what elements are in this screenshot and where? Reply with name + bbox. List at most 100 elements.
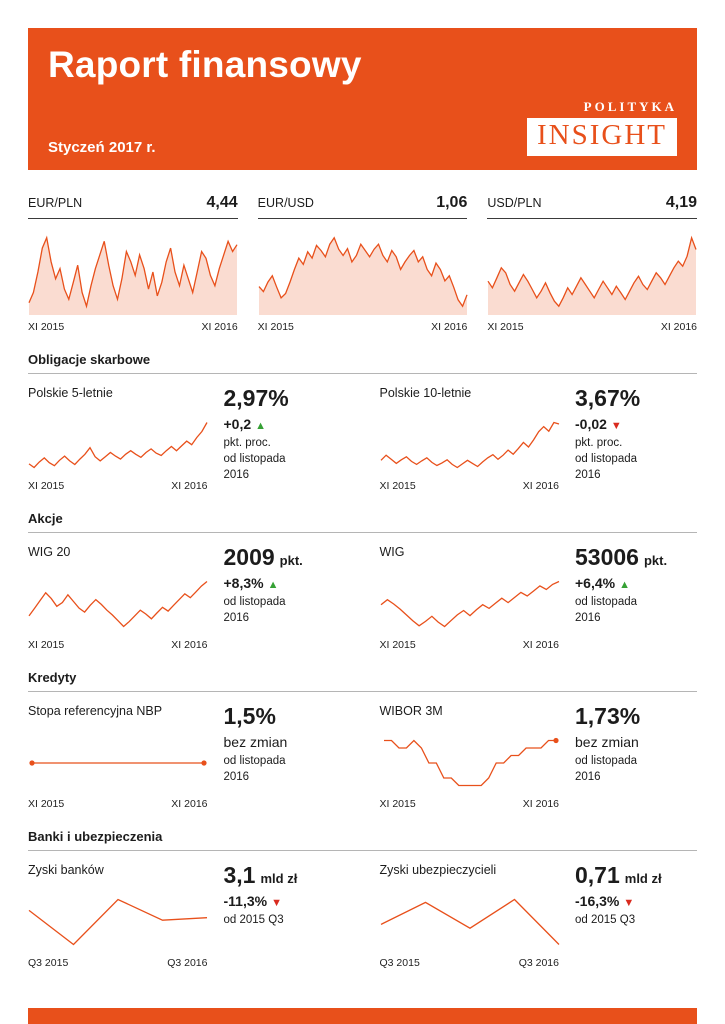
metric-change-text: +0,2 [223, 416, 252, 433]
metric-label: Stopa referencyjna NBP [28, 704, 163, 718]
metric-panel-wig: WIG XI 2015 XI 2016 53006 pkt. +6,4% ▲ od … [380, 545, 698, 651]
section-banks-insurance: Banki i ubezpieczenia Zyski banków Q3 20… [28, 829, 697, 969]
metric-value-text: 3,1 [223, 862, 256, 888]
panel-stats-column: 0,71 mld zł -16,3% ▼ od 2015 Q3 [575, 863, 697, 969]
axis-start-label: Q3 2015 [28, 957, 69, 969]
metric-note: od listopada 2016 [575, 755, 638, 784]
metric-panel-bank-profits: Zyski banków Q3 2015 Q3 2016 3,1 mld zł -… [28, 863, 346, 969]
section-panels: Polskie 5-letnie XI 2015 XI 2016 2,97% +… [28, 386, 697, 492]
report-date: Styczeń 2017 r. [48, 139, 156, 156]
logo-polityka-text: POLITYKA [583, 99, 677, 115]
axis-end-label: XI 2016 [171, 798, 208, 810]
sparkline-chart [380, 416, 560, 474]
metric-change-text: bez zmian [223, 734, 288, 751]
metric-panel-bond10y: Polskie 10-letnie XI 2015 XI 2016 3,67% … [380, 386, 698, 492]
metric-value: 53006 pkt. [575, 545, 697, 569]
panel-chart-column: WIBOR 3M XI 2015 XI 2016 [380, 704, 560, 810]
currency-card-eurusd: EUR/USD 1,06 XI 2015 XI 2016 [257, 194, 468, 333]
metric-value: 1,5% [224, 704, 346, 728]
change-arrow-icon: ▲ [255, 420, 267, 433]
logo-insight-text: INSIGHT [527, 118, 677, 156]
axis-start-label: XI 2015 [379, 639, 416, 651]
currency-rate-value: 4,19 [665, 194, 698, 211]
metric-value-text: 1,73% [575, 703, 641, 729]
section-panels: WIG 20 XI 2015 XI 2016 2009 pkt. +8,3% ▲ o… [28, 545, 697, 651]
chart-axis: XI 2015 XI 2016 [380, 639, 560, 651]
metric-value: 3,67% [575, 386, 697, 410]
section-title: Obligacje skarbowe [28, 352, 697, 374]
metric-label: WIG [379, 545, 405, 559]
metric-change: +8,3% ▲ [224, 575, 346, 591]
axis-start-label: XI 2015 [379, 798, 416, 810]
currency-rate-value: 4,44 [206, 194, 238, 211]
metric-note: od listopada 2016 [575, 596, 638, 625]
metric-label: WIG 20 [28, 545, 71, 559]
panel-chart-column: Zyski ubezpieczycieli Q3 2015 Q3 2016 [380, 863, 560, 969]
axis-start-label: XI 2015 [28, 480, 65, 492]
metric-value-text: 2009 [223, 544, 275, 570]
sparkline-chart [28, 575, 208, 633]
metric-value-text: 3,67% [575, 385, 641, 411]
metric-change-text: +6,4% [575, 575, 616, 592]
polityka-insight-logo: POLITYKA INSIGHT [527, 99, 677, 156]
section-title: Akcje [28, 511, 697, 533]
axis-start-label: XI 2015 [379, 480, 416, 492]
section-stocks: Akcje WIG 20 XI 2015 XI 2016 2009 pkt. +8… [28, 511, 697, 651]
metric-panel-insurer-profits: Zyski ubezpieczycieli Q3 2015 Q3 2016 0,… [380, 863, 698, 969]
panel-chart-column: Polskie 10-letnie XI 2015 XI 2016 [380, 386, 560, 492]
sparkline-chart [380, 893, 560, 951]
axis-end-label: XI 2016 [171, 480, 208, 492]
report-title: Raport finansowy [48, 44, 362, 85]
panel-chart-column: Stopa referencyjna NBP XI 2015 XI 2016 [28, 704, 208, 810]
axis-end-label: XI 2016 [431, 321, 468, 333]
panel-stats-column: 53006 pkt. +6,4% ▲ od listopada 2016 [575, 545, 697, 651]
metric-change: -0,02 ▼ [575, 416, 697, 432]
axis-end-label: XI 2016 [171, 639, 208, 651]
metric-change: bez zmian [575, 734, 697, 750]
metric-panel-bond5y: Polskie 5-letnie XI 2015 XI 2016 2,97% +… [28, 386, 346, 492]
currency-card-header: EUR/USD 1,06 [257, 194, 468, 219]
currency-card-header: USD/PLN 4,19 [487, 194, 698, 219]
panel-stats-column: 3,1 mld zł -11,3% ▼ od 2015 Q3 [224, 863, 346, 969]
metric-note: od listopada 2016 [223, 596, 286, 625]
metric-label: Zyski banków [28, 863, 104, 877]
axis-start-label: XI 2015 [257, 321, 294, 333]
section-title: Kredyty [28, 670, 697, 692]
change-arrow-icon: ▲ [619, 579, 630, 592]
chart-axis: XI 2015 XI 2016 [380, 480, 560, 492]
metric-label: Polskie 10-letnie [379, 386, 472, 400]
metric-unit: mld zł [624, 871, 662, 886]
change-arrow-icon: ▼ [271, 897, 282, 910]
panel-stats-column: 1,73% bez zmian od listopada 2016 [575, 704, 697, 810]
metric-note: od 2015 Q3 [575, 914, 636, 927]
section-bonds: Obligacje skarbowe Polskie 5-letnie XI 2… [28, 352, 697, 492]
axis-start-label: XI 2015 [487, 321, 524, 333]
change-arrow-icon: ▲ [267, 579, 279, 592]
currency-rate-value: 1,06 [436, 194, 468, 211]
report-header: Raport finansowy Styczeń 2017 r. POLITYK… [28, 28, 697, 170]
sparkline-chart [380, 734, 560, 792]
metric-unit: pkt. [643, 553, 668, 568]
currency-pair-label: USD/PLN [487, 196, 542, 210]
panel-stats-column: 2009 pkt. +8,3% ▲ od listopada 2016 [224, 545, 346, 651]
metric-change-text: -0,02 [575, 416, 607, 433]
metric-panel-nbp-rate: Stopa referencyjna NBP XI 2015 XI 2016 1… [28, 704, 346, 810]
chart-axis: XI 2015 XI 2016 [258, 321, 468, 333]
metric-value: 2,97% [224, 386, 346, 410]
axis-end-label: XI 2016 [201, 321, 238, 333]
chart-axis: XI 2015 XI 2016 [487, 321, 697, 333]
metric-change-text: +8,3% [223, 575, 264, 592]
metric-change: -11,3% ▼ [224, 893, 346, 909]
panel-chart-column: WIG XI 2015 XI 2016 [380, 545, 560, 651]
panel-chart-column: WIG 20 XI 2015 XI 2016 [28, 545, 208, 651]
metric-change: +6,4% ▲ [575, 575, 697, 591]
axis-start-label: XI 2015 [28, 321, 65, 333]
section-panels: Stopa referencyjna NBP XI 2015 XI 2016 1… [28, 704, 697, 810]
metric-unit: mld zł [260, 871, 298, 886]
sparkline-chart [28, 893, 208, 951]
metric-value: 2009 pkt. [224, 545, 346, 569]
sparkline-chart [380, 575, 560, 633]
currency-card-eurpln: EUR/PLN 4,44 XI 2015 XI 2016 [28, 194, 238, 333]
currency-card-header: EUR/PLN 4,44 [28, 194, 238, 219]
